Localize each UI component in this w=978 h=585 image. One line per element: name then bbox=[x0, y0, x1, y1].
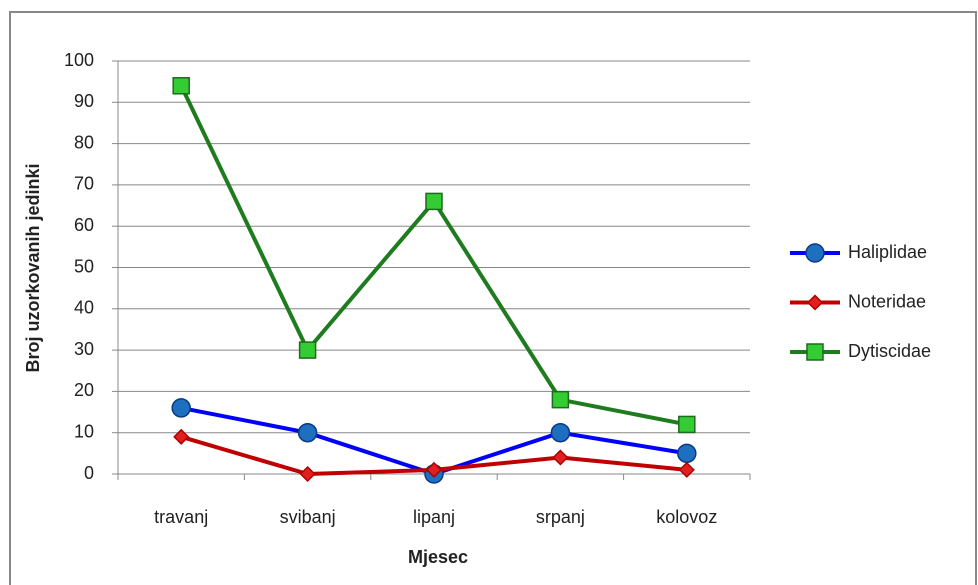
marker bbox=[550, 422, 571, 443]
marker bbox=[299, 465, 316, 483]
y-tick-label: 100 bbox=[64, 50, 94, 70]
legend-label: Noteridae bbox=[848, 291, 926, 311]
x-tick-label: kolovoz bbox=[656, 507, 717, 527]
marker bbox=[551, 390, 570, 409]
marker bbox=[678, 461, 695, 478]
marker bbox=[171, 398, 191, 418]
marker bbox=[425, 461, 443, 478]
y-axis-title: Broj uzorkovanih jedinki bbox=[23, 163, 43, 372]
chart-border bbox=[9, 11, 977, 585]
y-tick-label: 70 bbox=[74, 174, 94, 194]
marker bbox=[425, 192, 443, 211]
x-tick-label: travanj bbox=[154, 507, 208, 527]
y-tick-label: 60 bbox=[74, 215, 94, 235]
x-tick-label: lipanj bbox=[413, 507, 455, 527]
legend-label: Dytiscidae bbox=[848, 341, 931, 361]
marker bbox=[806, 294, 824, 311]
y-tick-label: 40 bbox=[74, 298, 94, 318]
marker bbox=[172, 77, 190, 95]
marker bbox=[552, 449, 569, 466]
marker bbox=[298, 341, 317, 359]
legend-label: Haliplidae bbox=[848, 242, 927, 262]
y-tick-label: 80 bbox=[74, 132, 94, 152]
x-tick-label: srpanj bbox=[536, 507, 585, 527]
marker bbox=[806, 343, 824, 361]
marker bbox=[173, 428, 190, 445]
y-tick-label: 0 bbox=[84, 463, 94, 483]
y-tick-label: 50 bbox=[74, 256, 94, 276]
x-axis-title: Mjesec bbox=[408, 547, 468, 567]
y-tick-label: 30 bbox=[74, 339, 94, 359]
marker bbox=[805, 243, 825, 263]
y-tick-label: 10 bbox=[74, 421, 94, 441]
x-tick-label: svibanj bbox=[280, 507, 336, 527]
marker bbox=[297, 422, 318, 443]
marker bbox=[677, 443, 697, 464]
marker bbox=[678, 415, 696, 434]
y-tick-label: 20 bbox=[74, 380, 94, 400]
y-tick-label: 90 bbox=[74, 91, 94, 111]
